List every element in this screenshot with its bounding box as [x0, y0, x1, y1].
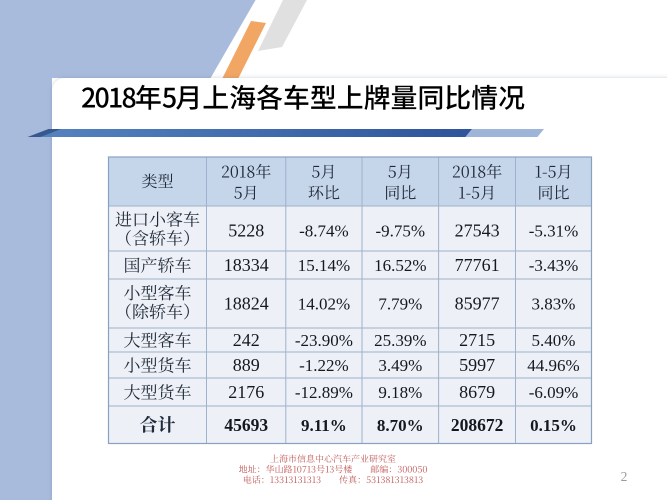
svg-text:18334: 18334 [224, 255, 269, 275]
svg-text:-1.22%: -1.22% [299, 356, 349, 375]
svg-text:3.83%: 3.83% [532, 295, 576, 314]
svg-text:15.14%: 15.14% [298, 256, 350, 275]
svg-text:18824: 18824 [224, 294, 269, 314]
svg-text:-9.75%: -9.75% [376, 222, 426, 241]
svg-text:5997: 5997 [459, 355, 495, 375]
svg-text:2176: 2176 [228, 382, 264, 402]
svg-text:45693: 45693 [224, 415, 268, 435]
svg-text:-5.31%: -5.31% [529, 222, 579, 241]
svg-text:208672: 208672 [451, 415, 504, 435]
svg-text:9.11%: 9.11% [301, 416, 347, 435]
svg-text:8679: 8679 [459, 382, 495, 402]
svg-text:-12.89%: -12.89% [295, 383, 353, 402]
svg-text:-23.90%: -23.90% [295, 331, 353, 350]
svg-text:5.40%: 5.40% [532, 331, 576, 350]
svg-text:-8.74%: -8.74% [299, 222, 349, 241]
svg-text:889: 889 [233, 355, 260, 375]
svg-text:85977: 85977 [455, 294, 500, 314]
svg-text:5228: 5228 [228, 221, 264, 241]
svg-text:77761: 77761 [455, 255, 500, 275]
svg-text:44.96%: 44.96% [527, 356, 579, 375]
svg-text:3.49%: 3.49% [378, 356, 422, 375]
svg-text:242: 242 [233, 330, 260, 350]
svg-text:2715: 2715 [459, 330, 495, 350]
svg-text:0.15%: 0.15% [530, 416, 577, 435]
svg-text:7.79%: 7.79% [378, 295, 422, 314]
svg-text:25.39%: 25.39% [374, 331, 426, 350]
svg-text:16.52%: 16.52% [374, 256, 426, 275]
svg-text:-6.09%: -6.09% [529, 383, 579, 402]
svg-text:9.18%: 9.18% [378, 383, 422, 402]
svg-text:8.70%: 8.70% [377, 416, 424, 435]
svg-text:14.02%: 14.02% [298, 295, 350, 314]
svg-text:-3.43%: -3.43% [529, 256, 579, 275]
svg-text:2: 2 [621, 469, 628, 484]
svg-text:27543: 27543 [455, 221, 500, 241]
